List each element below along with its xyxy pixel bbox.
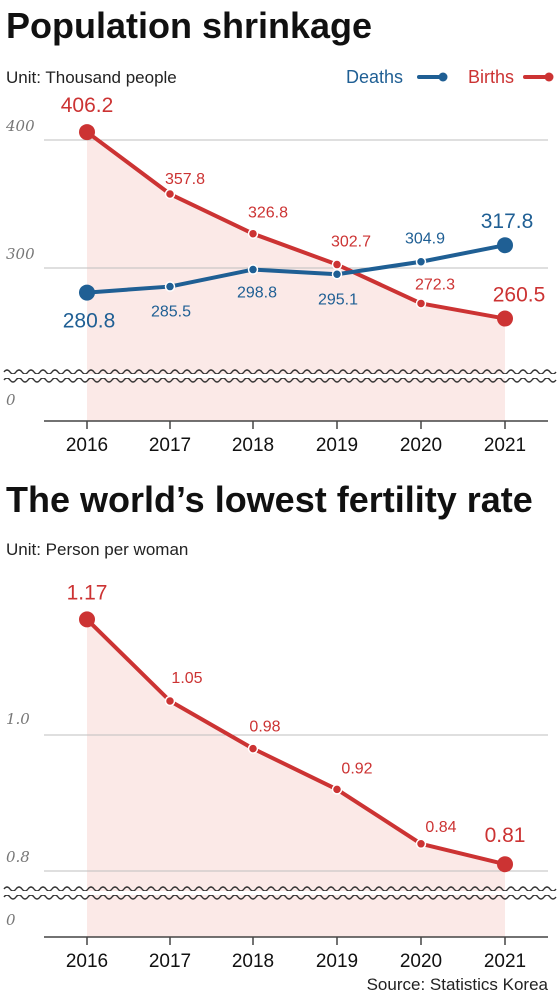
births-data-label: 302.7 <box>331 234 371 251</box>
births-point <box>331 259 343 270</box>
chart1-x-axis: 2016 2017 2018 2019 2020 2021 <box>66 421 526 456</box>
x-tick-label: 2019 <box>316 951 358 972</box>
deaths-data-label: 317.8 <box>481 210 534 233</box>
fertility-point <box>164 695 176 707</box>
deaths-point <box>79 284 95 301</box>
fertility-data-label: 0.92 <box>341 760 372 777</box>
chart2-ytick-0.8: 0.8 <box>6 848 30 866</box>
axis-break-wave <box>3 886 557 892</box>
chart2-axis-break <box>0 886 560 900</box>
x-tick-label: 2017 <box>149 951 191 972</box>
axis-break-wave <box>3 369 557 375</box>
fertility-point <box>415 838 427 850</box>
deaths-data-label: 295.1 <box>318 291 358 308</box>
axis-break-wave <box>3 377 557 383</box>
fertility-data-label: 0.84 <box>425 819 456 836</box>
deaths-point <box>331 269 343 280</box>
deaths-point <box>415 256 427 267</box>
fertility-point <box>79 611 95 628</box>
chart1-unit: Unit: Thousand people <box>6 68 177 87</box>
x-tick-label: 2016 <box>66 951 108 972</box>
x-tick-label: 2021 <box>484 435 526 456</box>
births-line <box>85 130 506 321</box>
x-tick-label: 2018 <box>232 435 274 456</box>
chart-fertility-rate: The world’s lowest fertility rate Unit: … <box>0 479 560 994</box>
chart1-grid <box>44 139 548 422</box>
deaths-data-label: 304.9 <box>405 231 445 248</box>
chart2-title: The world’s lowest fertility rate <box>6 479 533 520</box>
deaths-point <box>497 237 513 254</box>
chart2-ytick-1.0: 1.0 <box>6 710 30 728</box>
births-point <box>79 124 95 141</box>
x-tick-label: 2017 <box>149 435 191 456</box>
axis-break-gap <box>0 374 560 378</box>
legend-births-label: Births <box>468 67 514 87</box>
x-tick-label: 2018 <box>232 951 274 972</box>
chart1-ytick-400: 400 <box>5 117 35 135</box>
fertility-point <box>247 743 259 754</box>
births-point <box>247 228 259 239</box>
births-data-label: 260.5 <box>493 284 546 307</box>
chart2-unit: Unit: Person per woman <box>6 540 188 559</box>
chart-population-shrinkage: Population shrinkage Unit: Thousand peop… <box>0 5 560 456</box>
fertility-line <box>85 617 506 867</box>
chart2-area-layer <box>87 619 505 937</box>
axis-break-gap <box>0 891 560 895</box>
births-data-label: 326.8 <box>248 205 288 222</box>
deaths-data-label: 280.8 <box>63 310 116 333</box>
chart1-series-layer: 406.2 357.8 326.8 302.7 272.3 260.5 280.8 285.5… <box>61 94 546 333</box>
axis-break-wave <box>3 894 557 900</box>
chart1-legend: Deaths Births <box>346 67 554 87</box>
chart2-grid <box>44 734 548 938</box>
deaths-data-label: 285.5 <box>151 304 191 321</box>
fertility-data-label: 1.17 <box>67 581 108 604</box>
births-data-label: 357.8 <box>165 171 205 188</box>
chart2-x-axis: 2016 2017 2018 2019 2020 2021 <box>66 937 526 972</box>
births-point <box>497 310 513 327</box>
x-tick-label: 2021 <box>484 951 526 972</box>
chart1-ytick-300: 300 <box>6 245 35 263</box>
fertility-point <box>331 784 343 795</box>
fertility-data-label: 0.98 <box>249 719 280 736</box>
chart1-title: Population shrinkage <box>6 5 372 46</box>
births-point <box>164 188 176 200</box>
chart2-series-layer: 1.17 1.05 0.98 0.92 0.84 0.81 <box>67 581 526 873</box>
deaths-data-label: 298.8 <box>237 285 277 302</box>
births-point <box>415 298 427 309</box>
fertility-area <box>87 619 505 937</box>
chart1-ytick-0: 0 <box>6 391 16 409</box>
legend-deaths-swatch <box>417 72 448 82</box>
deaths-line <box>86 243 506 295</box>
x-tick-label: 2020 <box>400 435 442 456</box>
x-tick-label: 2020 <box>400 951 442 972</box>
deaths-point <box>247 264 259 275</box>
fertility-point <box>497 856 513 873</box>
x-tick-label: 2019 <box>316 435 358 456</box>
chart2-ytick-0: 0 <box>6 911 16 929</box>
legend-births-swatch <box>523 72 554 82</box>
births-data-label: 406.2 <box>61 94 114 117</box>
x-tick-label: 2016 <box>66 435 108 456</box>
source-note: Source: Statistics Korea <box>367 975 549 994</box>
fertility-data-label: 0.81 <box>485 824 526 847</box>
deaths-point <box>164 281 176 292</box>
chart1-axis-break <box>0 369 560 383</box>
fertility-data-label: 1.05 <box>171 670 202 687</box>
legend-deaths-label: Deaths <box>346 67 403 87</box>
births-data-label: 272.3 <box>415 276 455 293</box>
